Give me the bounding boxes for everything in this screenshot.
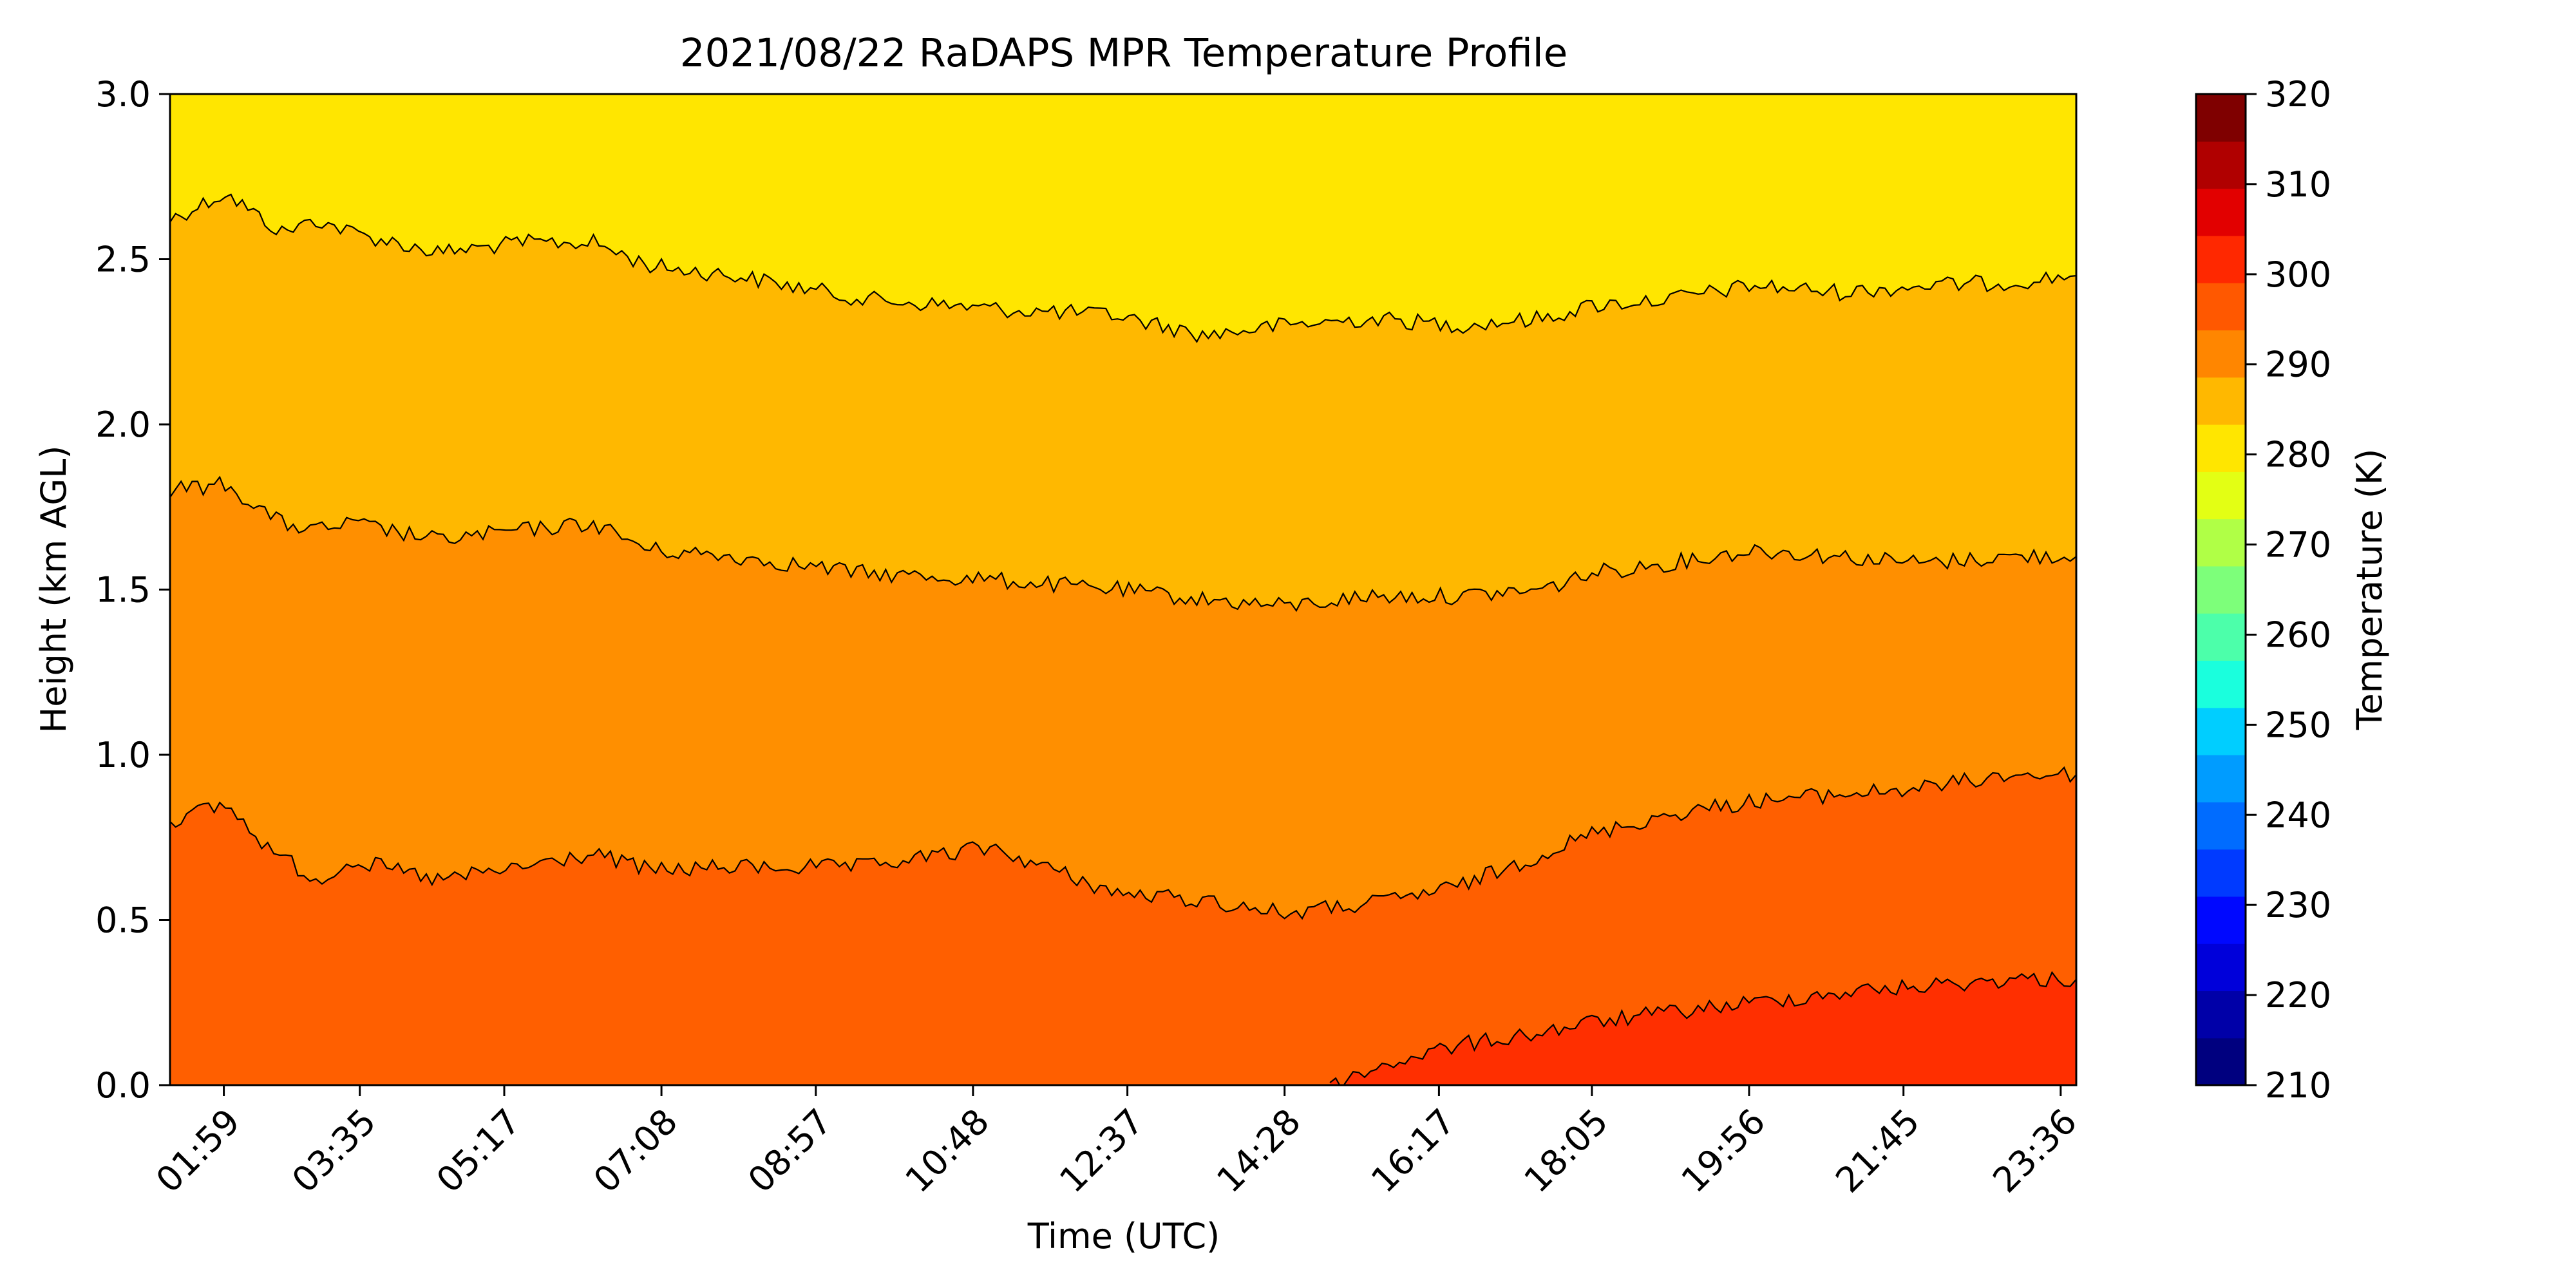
colorbar-swatch [2196, 707, 2246, 755]
colorbar-swatch [2196, 235, 2246, 283]
colorbar-swatch [2196, 943, 2246, 992]
colorbar-swatch [2196, 141, 2246, 189]
y-tick-label: 0.5 [95, 900, 151, 941]
x-tick-label: 14:28 [1209, 1101, 1309, 1201]
colorbar-tick-label: 240 [2265, 795, 2331, 835]
colorbar-swatch [2196, 896, 2246, 944]
plot-area [170, 94, 2076, 1085]
colorbar-swatch [2196, 849, 2246, 897]
y-axis-label: Height (km AGL) [33, 446, 74, 734]
y-tick-label: 1.0 [95, 735, 151, 775]
colorbar-swatch [2196, 565, 2246, 614]
x-tick-label: 08:57 [740, 1101, 840, 1201]
colorbar-tick-label: 250 [2265, 705, 2331, 745]
colorbar-swatch [2196, 188, 2246, 236]
colorbar-tick-label: 230 [2265, 885, 2331, 925]
contour-line-300 [1329, 971, 2076, 1085]
x-tick-label: 19:56 [1674, 1101, 1774, 1201]
colorbar-swatch [2196, 802, 2246, 850]
contour-line-290 [170, 475, 2076, 612]
x-tick-label: 05:17 [429, 1101, 529, 1201]
colorbar-label: Temperature (K) [2349, 449, 2390, 731]
colorbar-swatch [2196, 518, 2246, 567]
x-tick-label: 07:08 [586, 1101, 686, 1201]
x-tick-label: 10:48 [897, 1101, 997, 1201]
x-tick-label: 23:36 [1985, 1101, 2085, 1201]
y-tick-label: 1.5 [95, 570, 151, 611]
contour-line-295 [170, 766, 2076, 920]
colorbar-frame [2195, 93, 2247, 1086]
x-tick-label: 12:37 [1052, 1101, 1151, 1201]
colorbar-swatch [2196, 330, 2246, 378]
colorbar-tick-label: 320 [2265, 74, 2331, 115]
band-295-300 [170, 767, 2076, 1085]
y-tick-label: 2.0 [95, 404, 151, 445]
x-tick-label: 01:59 [148, 1101, 248, 1201]
colorbar-tick-label: 260 [2265, 614, 2331, 655]
x-axis: 01:59 03:35 05:17 07:08 08:57 10:48 12:37 14:28… [148, 1085, 2085, 1200]
colorbar-tick-label: 280 [2265, 435, 2331, 475]
colorbar-swatch [2196, 660, 2246, 708]
x-tick-label: 21:45 [1828, 1101, 1927, 1201]
x-tick-label: 18:05 [1517, 1101, 1616, 1201]
colorbar-tick-label: 270 [2265, 525, 2331, 565]
colorbar-tick-label: 210 [2265, 1065, 2331, 1106]
colorbar-tick-label: 300 [2265, 254, 2331, 295]
colorbar-swatch [2196, 1037, 2246, 1086]
colorbar-tick-label: 220 [2265, 975, 2331, 1016]
filled-contour-bands [170, 94, 2076, 1085]
colorbar: 210 220 230 240 250 260 270 280 290 300 310 320 [2195, 74, 2331, 1106]
x-tick-label: 03:35 [284, 1101, 384, 1201]
colorbar-swatch [2196, 990, 2246, 1039]
colorbar-swatch [2196, 471, 2246, 520]
colorbar-tick-label: 310 [2265, 164, 2331, 205]
colorbar-swatch [2196, 377, 2246, 425]
contour-line-285 [170, 193, 2076, 343]
contour-lines [170, 193, 2076, 1085]
colorbar-swatch [2196, 283, 2246, 331]
chart-title: 2021/08/22 RaDAPS MPR Temperature Profil… [680, 30, 1568, 76]
x-tick-label: 16:17 [1363, 1101, 1463, 1201]
colorbar-tick-label: 290 [2265, 345, 2331, 385]
colorbar-swatch [2196, 613, 2246, 661]
band-300-305 [1330, 972, 2076, 1085]
colorbar-swatch [2196, 424, 2246, 472]
y-tick-label: 0.0 [95, 1065, 151, 1106]
colorbar-swatch [2196, 755, 2246, 802]
y-axis: 0.0 0.5 1.0 1.5 2.0 2.5 3.0 [95, 74, 170, 1106]
y-tick-label: 2.5 [95, 240, 151, 280]
colorbar-swatch [2196, 94, 2246, 142]
y-tick-label: 3.0 [95, 74, 151, 115]
x-axis-label: Time (UTC) [1027, 1216, 1220, 1256]
